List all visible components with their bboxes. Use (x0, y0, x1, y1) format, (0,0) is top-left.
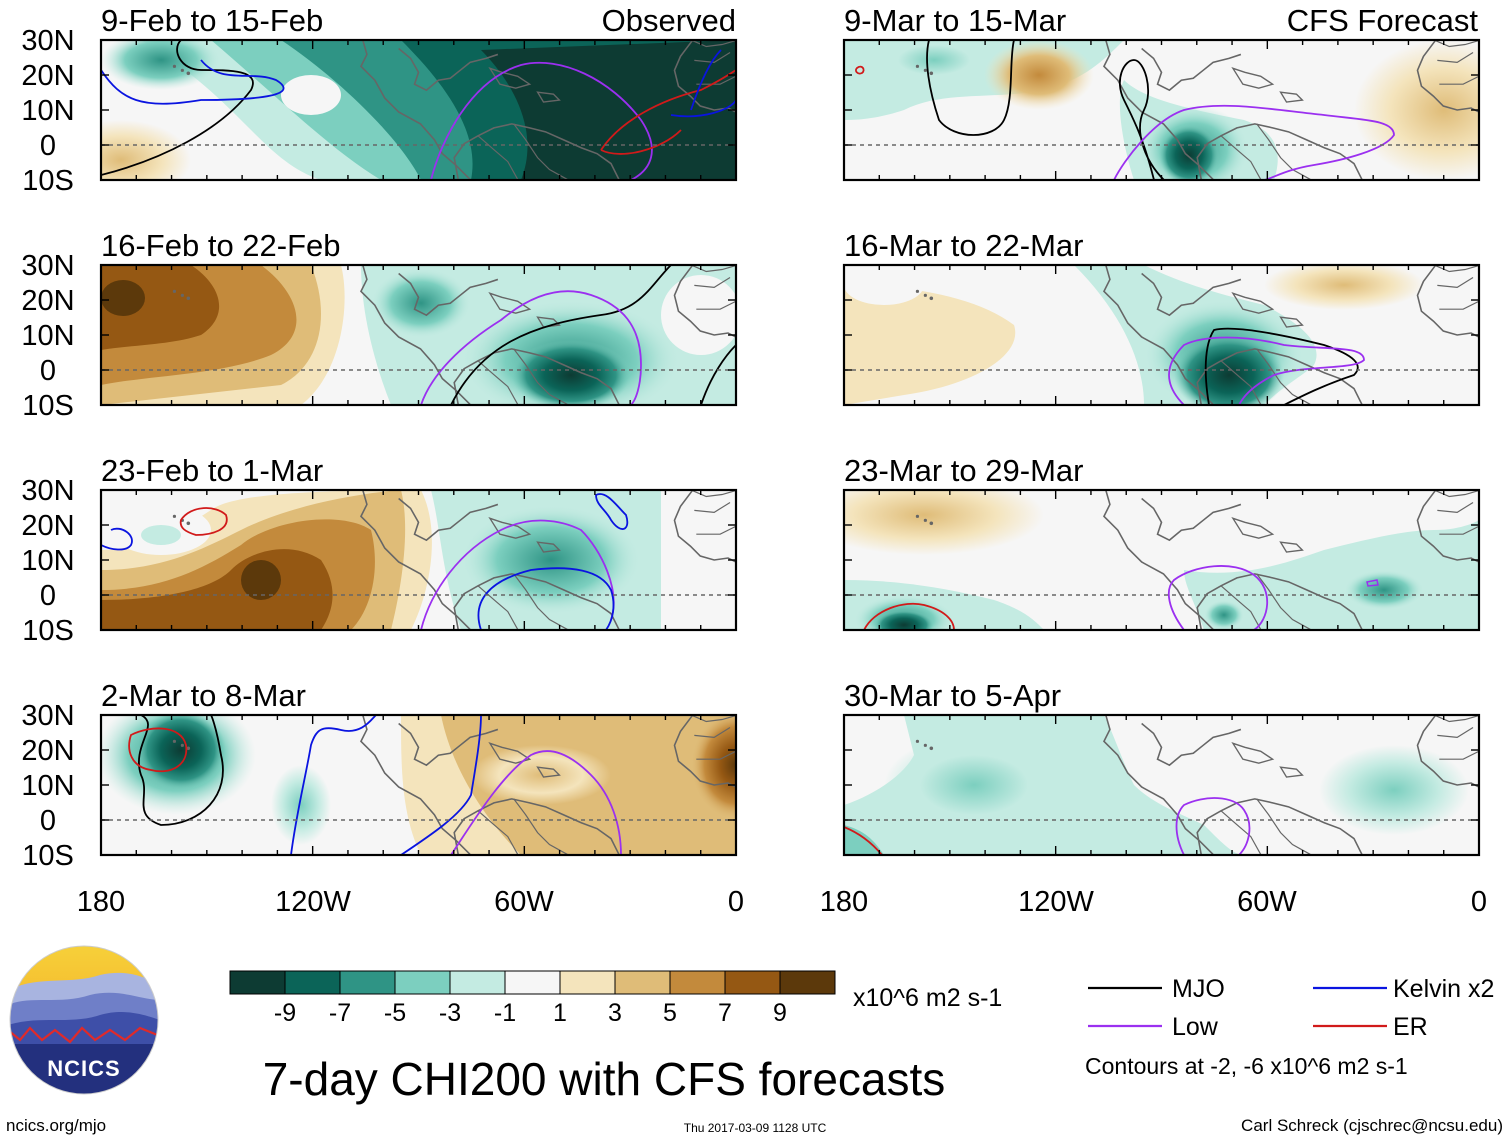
colorbar-label: -5 (384, 999, 406, 1027)
x-tick-label: 60W (1237, 886, 1297, 918)
y-tick-label: 10S (22, 165, 74, 197)
colorbar-cell (504, 970, 561, 995)
contour-note: Contours at -2, -6 x10^6 m2 s-1 (1085, 1053, 1408, 1079)
colorbar-cell (339, 970, 396, 995)
colorbar-units: x10^6 m2 s-1 (853, 984, 1002, 1012)
colorbar-label: 7 (718, 999, 732, 1027)
panel-date-range: 23-Feb to 1-Mar (101, 453, 323, 488)
footer-timestamp: Thu 2017-03-09 1128 UTC (684, 1121, 827, 1135)
panel-date-range: 16-Feb to 22-Feb (101, 228, 341, 263)
cfs-forecast-header: CFS Forecast (1287, 3, 1479, 38)
colorbar-cell (614, 970, 671, 995)
colorbar-label: -1 (494, 999, 516, 1027)
x-tick-label: 60W (494, 886, 554, 918)
legend-entry-er: ER (1313, 1013, 1428, 1041)
colorbar-label: 3 (608, 999, 622, 1027)
legend-entry-low: Low (1088, 1013, 1219, 1041)
y-tick-label: 30N (21, 700, 74, 732)
main-title: 7-day CHI200 with CFS forecasts (263, 1053, 946, 1105)
panel-cfs-2: 16-Mar to 22-Mar (844, 228, 1479, 405)
legend-label: MJO (1172, 975, 1225, 1003)
y-tick-label: 0 (40, 580, 56, 612)
y-tick-label: 10N (21, 320, 74, 352)
colorbar-cell (449, 970, 506, 995)
y-tick-label: 30N (21, 25, 74, 57)
colorbar-cell (229, 970, 286, 995)
y-tick-label: 0 (40, 805, 56, 837)
x-tick-label: 120W (275, 886, 351, 918)
colorbar-cell (669, 970, 726, 995)
legend-label: ER (1393, 1013, 1428, 1041)
legend-label: Kelvin x2 (1393, 975, 1494, 1003)
y-tick-label: 20N (21, 60, 74, 92)
y-tick-label: 0 (40, 130, 56, 162)
colorbar-label: -7 (329, 999, 351, 1027)
colorbar-cell (559, 970, 616, 995)
y-tick-label: 10S (22, 390, 74, 422)
x-tick-label: 180 (77, 886, 125, 918)
panel-date-range: 16-Mar to 22-Mar (844, 228, 1083, 263)
x-tick-label: 0 (1471, 886, 1487, 918)
colorbar-label: 9 (773, 999, 787, 1027)
logo-text: NCICS (47, 1056, 120, 1081)
colorbar: -9 -7 -5 -3 -1 1 3 5 7 9 (229, 970, 836, 1027)
colorbar-cell (724, 970, 781, 995)
legend-entry-kelvin: Kelvin x2 (1313, 975, 1494, 1003)
y-tick-label: 30N (21, 475, 74, 507)
panel-date-range: 9-Mar to 15-Mar (844, 3, 1066, 38)
x-tick-label: 0 (728, 886, 744, 918)
y-tick-label: 10S (22, 615, 74, 647)
panel-date-range: 23-Mar to 29-Mar (844, 453, 1083, 488)
colorbar-label: 5 (663, 999, 677, 1027)
panel-obs-2: 16-Feb to 22-Feb (101, 228, 736, 405)
x-axis-right: 180 120W 60W 0 (820, 886, 1487, 918)
legend-label: Low (1172, 1013, 1219, 1041)
colorbar-cell (284, 970, 341, 995)
colorbar-cell (779, 970, 836, 995)
panel-date-range: 2-Mar to 8-Mar (101, 678, 306, 713)
panel-date-range: 30-Mar to 5-Apr (844, 678, 1061, 713)
y-tick-label: 0 (40, 355, 56, 387)
panel-obs-3: 23-Feb to 1-Mar (101, 453, 736, 630)
observed-header: Observed (602, 3, 736, 38)
panel-cfs-1: 9-Mar to 15-Mar (844, 3, 1479, 180)
y-tick-label: 30N (21, 250, 74, 282)
panel-obs-1: 9-Feb to 15-Feb (101, 3, 736, 180)
legend-entry-mjo: MJO (1088, 975, 1225, 1003)
y-tick-label: 20N (21, 510, 74, 542)
panel-obs-4: 2-Mar to 8-Mar (101, 678, 736, 855)
panel-cfs-4: 30-Mar to 5-Apr (844, 678, 1479, 855)
colorbar-cell (394, 970, 451, 995)
footer-url: ncics.org/mjo (6, 1116, 106, 1135)
y-tick-label: 10N (21, 545, 74, 577)
y-tick-label: 20N (21, 285, 74, 317)
y-tick-label: 10S (22, 840, 74, 872)
colorbar-label: 1 (553, 999, 567, 1027)
y-tick-label: 10N (21, 770, 74, 802)
y-tick-label: 20N (21, 735, 74, 767)
x-axis-left: 180 120W 60W 0 (77, 886, 744, 918)
colorbar-label: -3 (439, 999, 461, 1027)
colorbar-label: -9 (274, 999, 296, 1027)
panel-date-range: 9-Feb to 15-Feb (101, 3, 323, 38)
footer-author: Carl Schreck (cjschrec@ncsu.edu) (1241, 1116, 1503, 1135)
panel-cfs-3: 23-Mar to 29-Mar (844, 453, 1479, 630)
x-tick-label: 180 (820, 886, 868, 918)
ncics-logo: NCICS (9, 945, 159, 1095)
y-tick-label: 10N (21, 95, 74, 127)
contour-legend: MJO Kelvin x2 Low ER Contours at -2, -6 … (1085, 975, 1494, 1079)
axes-layer: 30N20N10N010S30N20N10N010S30N20N10N010S3… (21, 25, 1481, 872)
x-tick-label: 120W (1018, 886, 1094, 918)
